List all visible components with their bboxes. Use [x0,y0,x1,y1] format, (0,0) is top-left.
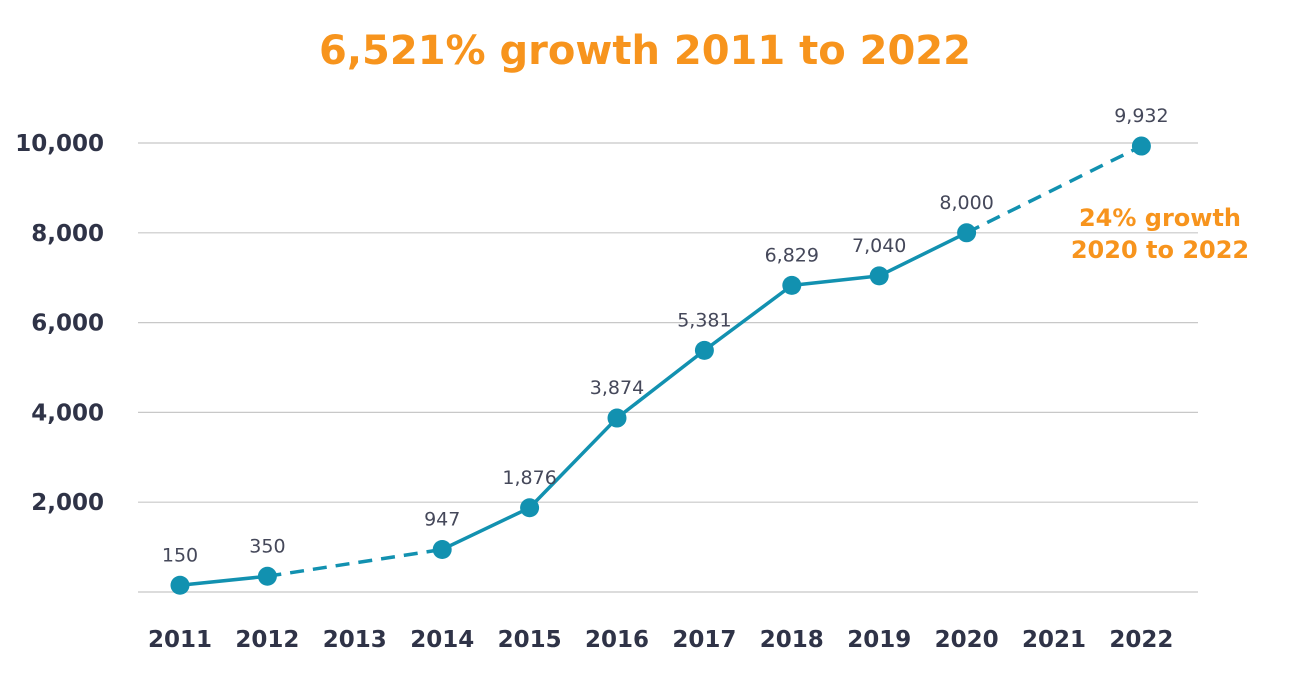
data-point [520,498,540,518]
line-segment [440,506,532,552]
data-label: 350 [249,535,285,557]
data-point [257,566,277,586]
gridlines [138,142,1198,593]
growth-annotation: 24% growth 2020 to 2022 [1071,204,1249,264]
y-tick-label: 6,000 [31,311,104,337]
annotation-text: 24% growth [1079,204,1241,232]
data-point [694,340,714,360]
x-tick-label: 2014 [410,627,474,653]
data-label: 5,381 [677,309,731,331]
x-tick-label: 2017 [672,627,736,653]
line-segment [615,348,707,420]
x-tick-label: 2016 [585,627,649,653]
x-tick-label: 2015 [498,627,562,653]
data-label: 947 [424,508,460,530]
dashed-line-segment [965,144,1143,235]
y-tick-label: 2,000 [31,490,104,516]
data-point [957,223,977,243]
x-tick-label: 2019 [847,627,911,653]
data-point [782,275,802,295]
x-tick-label: 2022 [1109,627,1173,653]
dashed-line-segment [267,547,443,579]
data-point [869,266,889,286]
data-label: 150 [162,544,198,566]
y-tick-label: 4,000 [31,400,104,426]
y-tick-label: 10,000 [15,131,104,157]
data-labels: 150 350 947 1,876 3,874 5,381 6,829 7,040 8,000 9… [162,105,1169,566]
x-tick-label: 2021 [1022,627,1086,653]
line-segment [877,231,969,278]
x-tick-label: 2011 [148,627,212,653]
chart-title: 6,521% growth 2011 to 2022 [319,28,971,74]
x-tick-label: 2020 [935,627,999,653]
x-axis-ticks: 2011 2012 2013 2014 2015 2016 2017 2018 2019 2020… [148,627,1173,653]
data-point [607,408,627,428]
data-label: 1,876 [502,467,556,489]
line-segment [702,283,794,353]
line-segment [527,416,619,510]
data-label: 7,040 [852,235,906,257]
data-label: 9,932 [1114,105,1168,127]
data-point [1131,136,1151,156]
x-tick-label: 2012 [235,627,299,653]
y-tick-label: 8,000 [31,221,104,247]
x-tick-label: 2018 [760,627,824,653]
annotation-text: 2020 to 2022 [1071,236,1249,264]
series-line [178,144,1143,588]
y-axis-ticks: 2,000 4,000 6,000 8,000 10,000 [15,131,104,516]
data-points [170,136,1151,595]
data-label: 8,000 [939,192,993,214]
data-label: 6,829 [765,244,819,266]
line-segment [790,274,881,288]
line-segment [178,574,270,588]
data-label: 3,874 [590,377,644,399]
x-tick-label: 2013 [323,627,387,653]
data-point [170,575,190,595]
data-point [432,539,452,559]
